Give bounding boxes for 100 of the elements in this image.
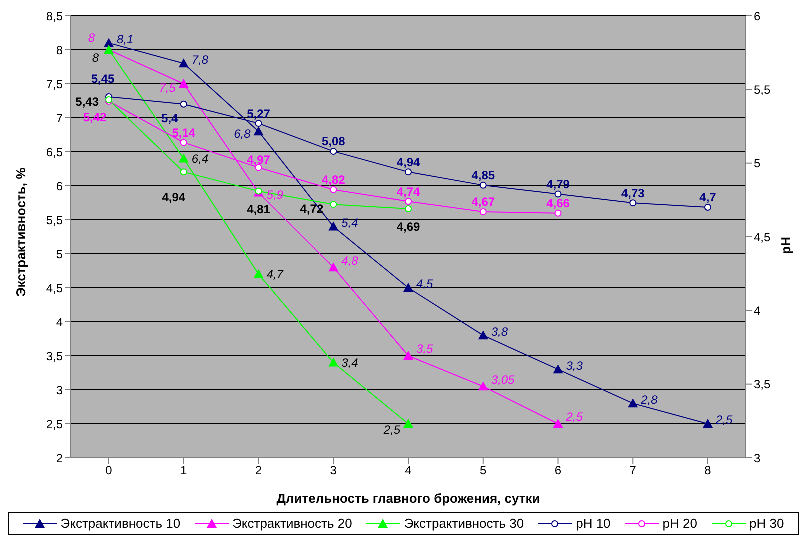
data-label: 4,82 [322, 173, 346, 188]
y-tick-label: 5,5 [46, 213, 64, 228]
legend-label: Экстрактивность 10 [60, 516, 181, 531]
x-axis-title: Длительность главного брожения, сутки [276, 491, 540, 506]
point [178, 79, 189, 88]
legend-label: pH 20 [662, 516, 698, 531]
y-tick-label: 8 [56, 43, 64, 58]
point [328, 358, 339, 367]
legend-label: pH 30 [750, 516, 784, 531]
data-label: 5,4 [342, 216, 359, 230]
y-tick-label: 8,5 [46, 9, 64, 24]
data-label: 4,5 [416, 277, 434, 292]
data-label: 4,8 [342, 254, 359, 268]
data-label: 8 [92, 51, 100, 66]
data-label: 4,81 [247, 202, 271, 217]
data-label: 5,43 [76, 95, 100, 110]
y-tick-label: 4,5 [46, 281, 64, 296]
point [405, 168, 412, 176]
y-tick-label: 7 [56, 111, 64, 126]
data-label: 6,4 [192, 152, 209, 166]
y2-tick-label: 3,5 [754, 378, 772, 392]
data-label: 4,94 [162, 190, 186, 204]
data-label: 3,3 [566, 358, 584, 373]
y2-tick-label: 4 [754, 304, 761, 318]
x-tick-label: 4 [405, 464, 412, 478]
data-label: 3,4 [342, 356, 359, 370]
point [478, 330, 488, 340]
data-label: 4,7 [266, 268, 285, 282]
x-tick-label: 5 [480, 464, 488, 478]
y2-tick-label: 4,5 [754, 230, 772, 244]
x-tick-label: 2 [255, 464, 262, 478]
point [180, 139, 188, 146]
point [480, 208, 487, 216]
data-label: 2,5 [565, 410, 584, 424]
point [254, 126, 264, 136]
y2-tick-label: 3 [754, 451, 761, 466]
legend-label: pH 10 [576, 516, 611, 531]
data-label: 5,27 [247, 106, 271, 121]
legend-label: Экстрактивность 20 [232, 516, 352, 531]
x-tick-label: 1 [180, 464, 188, 478]
y2-tick-label: 6 [754, 9, 761, 24]
point [554, 210, 562, 217]
point [254, 269, 264, 278]
point [328, 262, 339, 272]
point [404, 283, 414, 292]
data-label: 6,8 [234, 126, 252, 141]
point [628, 398, 638, 408]
data-label: 7,5 [159, 81, 176, 96]
y2-tick-label: 5,5 [754, 82, 772, 97]
y-tick-label: 5 [56, 247, 64, 262]
point [553, 419, 564, 428]
y-tick-label: 3,5 [46, 349, 64, 364]
y-tick-label: 7,5 [46, 77, 64, 92]
y-tick-label: 6,5 [46, 145, 64, 160]
data-label: 4,66 [546, 196, 570, 211]
x-tick-label: 6 [554, 464, 562, 478]
point [178, 58, 189, 68]
point [404, 351, 414, 360]
data-label: 3,05 [491, 372, 516, 387]
data-label: 4,69 [396, 220, 420, 234]
data-label: 5,45 [91, 72, 115, 86]
point [630, 200, 637, 207]
point [330, 186, 338, 194]
y2-axis-title: pH [778, 237, 794, 254]
y-tick-label: 2,5 [46, 417, 64, 432]
data-label: 5,08 [322, 134, 346, 149]
y2-tick-label: 5 [754, 156, 761, 171]
point [404, 419, 414, 428]
x-tick-label: 0 [106, 464, 113, 478]
point [330, 148, 338, 156]
data-label: 7,8 [192, 52, 209, 67]
point [255, 120, 262, 128]
point [478, 382, 488, 391]
data-label: 2,5 [382, 423, 401, 438]
point [405, 198, 412, 206]
data-label: 4,74 [396, 184, 420, 199]
point [330, 201, 338, 208]
data-label: 8,1 [117, 32, 134, 46]
point [104, 38, 114, 48]
data-label: 2,8 [640, 392, 658, 407]
x-tick-label: 8 [704, 464, 712, 478]
x-tick-label: 3 [330, 464, 338, 478]
data-label: 3,8 [491, 324, 508, 339]
point [405, 206, 412, 213]
data-label: 4,97 [247, 152, 271, 167]
point [180, 168, 188, 176]
data-label: 4,7 [700, 190, 717, 205]
y-axis-title: Экстрактивность, % [14, 167, 29, 297]
point [703, 419, 713, 428]
point [328, 222, 339, 231]
data-label: 5,14 [172, 126, 196, 140]
data-label: 8 [88, 31, 96, 46]
point [704, 204, 712, 212]
y-tick-label: 3 [56, 383, 64, 398]
y-tick-label: 2 [56, 451, 64, 466]
point [553, 364, 564, 374]
data-label: 3,5 [416, 342, 434, 356]
point [554, 190, 562, 198]
data-label: 4,85 [472, 168, 496, 183]
data-label: 2,5 [715, 413, 734, 428]
